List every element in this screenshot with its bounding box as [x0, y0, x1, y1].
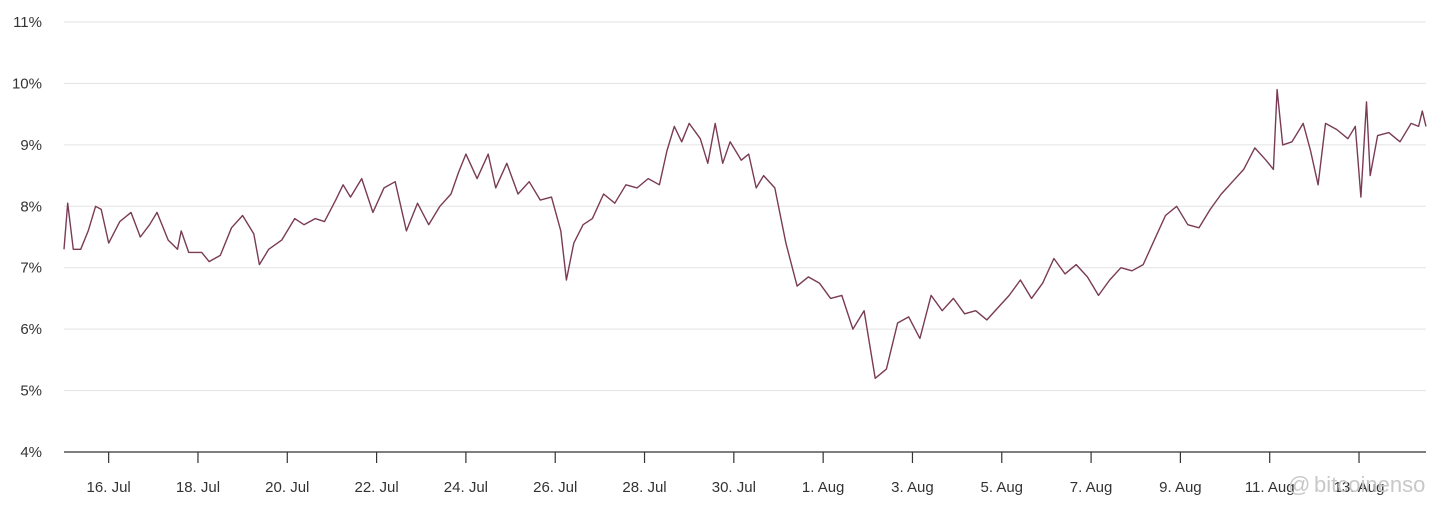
y-axis-labels: 4% 5% 6% 7% 8% 9% 10% 11%: [12, 14, 42, 461]
x-tick-label: 3. Aug: [891, 479, 934, 496]
x-tick-label: 1. Aug: [802, 479, 845, 496]
grid-lines: [64, 21, 1426, 392]
x-tick-label: 11. Aug: [1245, 479, 1295, 496]
y-tick-label: 4%: [20, 444, 42, 461]
x-tick-label: 18. Jul: [176, 479, 220, 496]
x-tick-label: 24. Jul: [444, 479, 488, 496]
x-tick-label: 28. Jul: [622, 479, 666, 496]
x-tick-label: 16. Jul: [87, 479, 131, 496]
watermark-text: bitcoinenso: [1314, 472, 1425, 497]
x-tick-label: 9. Aug: [1159, 479, 1202, 496]
x-axis: 16. Jul 18. Jul 20. Jul 22. Jul 24. Jul 26. J…: [64, 451, 1426, 496]
y-tick-label: 11%: [13, 14, 42, 31]
y-tick-label: 7%: [20, 260, 42, 277]
series-line: [63, 88, 1427, 379]
x-tick-label: 7. Aug: [1070, 479, 1113, 496]
x-tick-label: 26. Jul: [533, 479, 577, 496]
x-tick-label: 13. Aug: [1334, 479, 1385, 496]
x-tick-label: 20. Jul: [265, 479, 309, 496]
x-tick-label: 30. Jul: [712, 479, 756, 496]
watermark: @ bitcoinenso: [1288, 472, 1425, 497]
x-tick-label: 5. Aug: [980, 479, 1023, 496]
y-tick-label: 8%: [20, 198, 42, 215]
y-tick-label: 5%: [20, 383, 42, 400]
watermark-at-sign: @: [1288, 472, 1310, 497]
x-tick-label: 22. Jul: [354, 479, 398, 496]
series-layer: [63, 88, 1427, 379]
y-tick-label: 10%: [12, 75, 42, 92]
y-tick-label: 6%: [20, 321, 42, 338]
y-tick-label: 9%: [20, 137, 42, 154]
